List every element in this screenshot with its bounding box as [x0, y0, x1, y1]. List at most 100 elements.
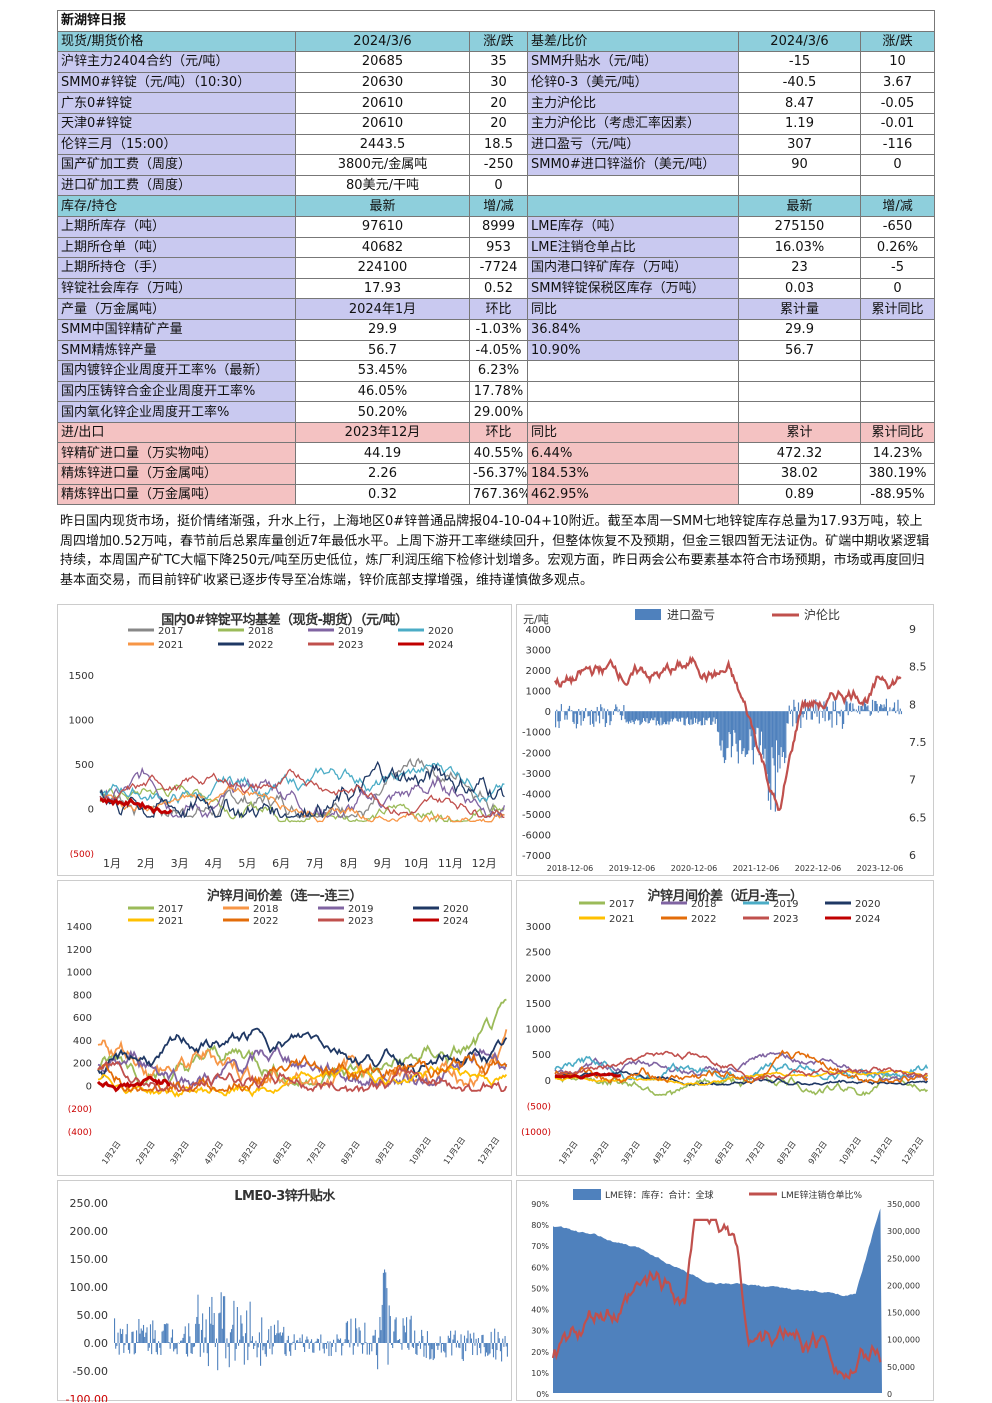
bar: [604, 711, 606, 727]
bar: [418, 1341, 420, 1343]
cell: [859, 174, 936, 197]
bar: [758, 711, 760, 756]
bar: [490, 1331, 492, 1343]
prod-row: SMM中国锌精矿产量 29.9 -1.03% 36.84% 29.9: [57, 318, 936, 341]
bar: [505, 1343, 507, 1347]
bar: [878, 706, 881, 712]
bar: [661, 711, 663, 726]
y-tick: (400): [68, 1128, 92, 1138]
bar: [738, 711, 741, 741]
bar: [193, 1343, 196, 1347]
bar: [597, 711, 599, 716]
bar: [841, 711, 844, 729]
x-tick: 2022-12-06: [795, 864, 842, 873]
bar: [633, 711, 635, 725]
bar: [692, 711, 694, 724]
bar: [300, 1341, 302, 1343]
bar: [241, 1323, 243, 1343]
bar: [847, 711, 849, 716]
bar: [283, 1326, 285, 1343]
stock-row: 锌锭社会库存（万吨） 17.93 0.52 SMM锌锭保税区库存（万吨） 0.03 0: [57, 277, 936, 300]
cell: 累计同比: [859, 421, 936, 444]
bar: [709, 711, 712, 725]
bar: [161, 1331, 163, 1343]
bar: [744, 711, 746, 757]
bar: [291, 1343, 293, 1345]
bar: [893, 702, 896, 712]
bar: [301, 1334, 303, 1343]
bar: [800, 711, 802, 729]
bar: [117, 1332, 119, 1343]
cell: 20: [469, 112, 528, 135]
bar: [222, 1296, 225, 1343]
bar: [823, 701, 825, 712]
bar: [645, 711, 647, 723]
cell: 累计同比: [859, 298, 936, 320]
bar: [770, 711, 772, 810]
bar: [593, 711, 595, 727]
bar: [373, 1335, 375, 1343]
cell: 10.90%: [527, 339, 739, 362]
bar: [414, 1330, 416, 1343]
bar: [234, 1343, 236, 1361]
x-tick: 12月2日: [476, 1135, 501, 1166]
bar: [767, 711, 770, 801]
bar: [748, 711, 750, 751]
bar: [729, 711, 731, 735]
bar: [147, 1343, 149, 1351]
bar: [272, 1343, 274, 1347]
bar: [773, 711, 775, 766]
bar: [244, 1333, 247, 1343]
bar: [389, 1316, 391, 1343]
bar: [140, 1328, 142, 1343]
bar: [327, 1341, 329, 1343]
bar: [153, 1338, 155, 1343]
legend-label: 2020: [428, 626, 453, 637]
bar: [487, 1343, 489, 1356]
bar: [476, 1343, 478, 1356]
y-tick: -50.00: [73, 1365, 108, 1378]
bar: [176, 1343, 178, 1355]
bar: [224, 1296, 226, 1343]
bar: [644, 711, 646, 721]
bar: [268, 1329, 270, 1343]
bar: [187, 1343, 189, 1357]
x-tick: 3月2日: [620, 1140, 642, 1167]
bar: [654, 711, 656, 718]
bar: [867, 705, 869, 712]
bar: [801, 711, 803, 715]
bar: [711, 711, 713, 725]
bar: [196, 1316, 198, 1343]
bar: [320, 1334, 322, 1343]
bar: [305, 1339, 307, 1343]
bar: [136, 1330, 138, 1343]
cell: 23: [738, 257, 861, 279]
bar: [810, 711, 812, 720]
bar: [154, 1330, 156, 1343]
bar: [765, 711, 767, 778]
bar: [805, 711, 808, 720]
bar: [225, 1343, 227, 1359]
y2-tick: 6: [909, 849, 916, 862]
y-tick: 200.00: [70, 1225, 109, 1238]
x-tick: 2月2日: [588, 1140, 610, 1167]
cell: 国产矿加工费（周度）: [57, 154, 296, 176]
bar: [581, 710, 583, 712]
bar: [236, 1307, 238, 1343]
bar: [671, 711, 674, 722]
cell: 国内压铸锌合金企业周度开工率%: [57, 380, 296, 403]
series-line: [97, 1060, 508, 1093]
bar: [119, 1328, 121, 1343]
bar: [178, 1343, 180, 1344]
bar: [897, 699, 899, 712]
bar: [666, 711, 668, 725]
bar: [392, 1343, 394, 1349]
bar: [859, 711, 861, 715]
bar: [860, 706, 862, 712]
cell: 国内镀锌企业周度开工率%（最新）: [57, 360, 296, 382]
x-tick: 1月2日: [557, 1140, 579, 1167]
basis-chart: 国内0#锌锭平均基差（现货-期货）（元/吨） 2017 2018 2019 2020 2…: [57, 604, 512, 876]
cell: -56.37%: [469, 463, 528, 485]
bar: [185, 1343, 187, 1354]
bar: [504, 1336, 506, 1343]
